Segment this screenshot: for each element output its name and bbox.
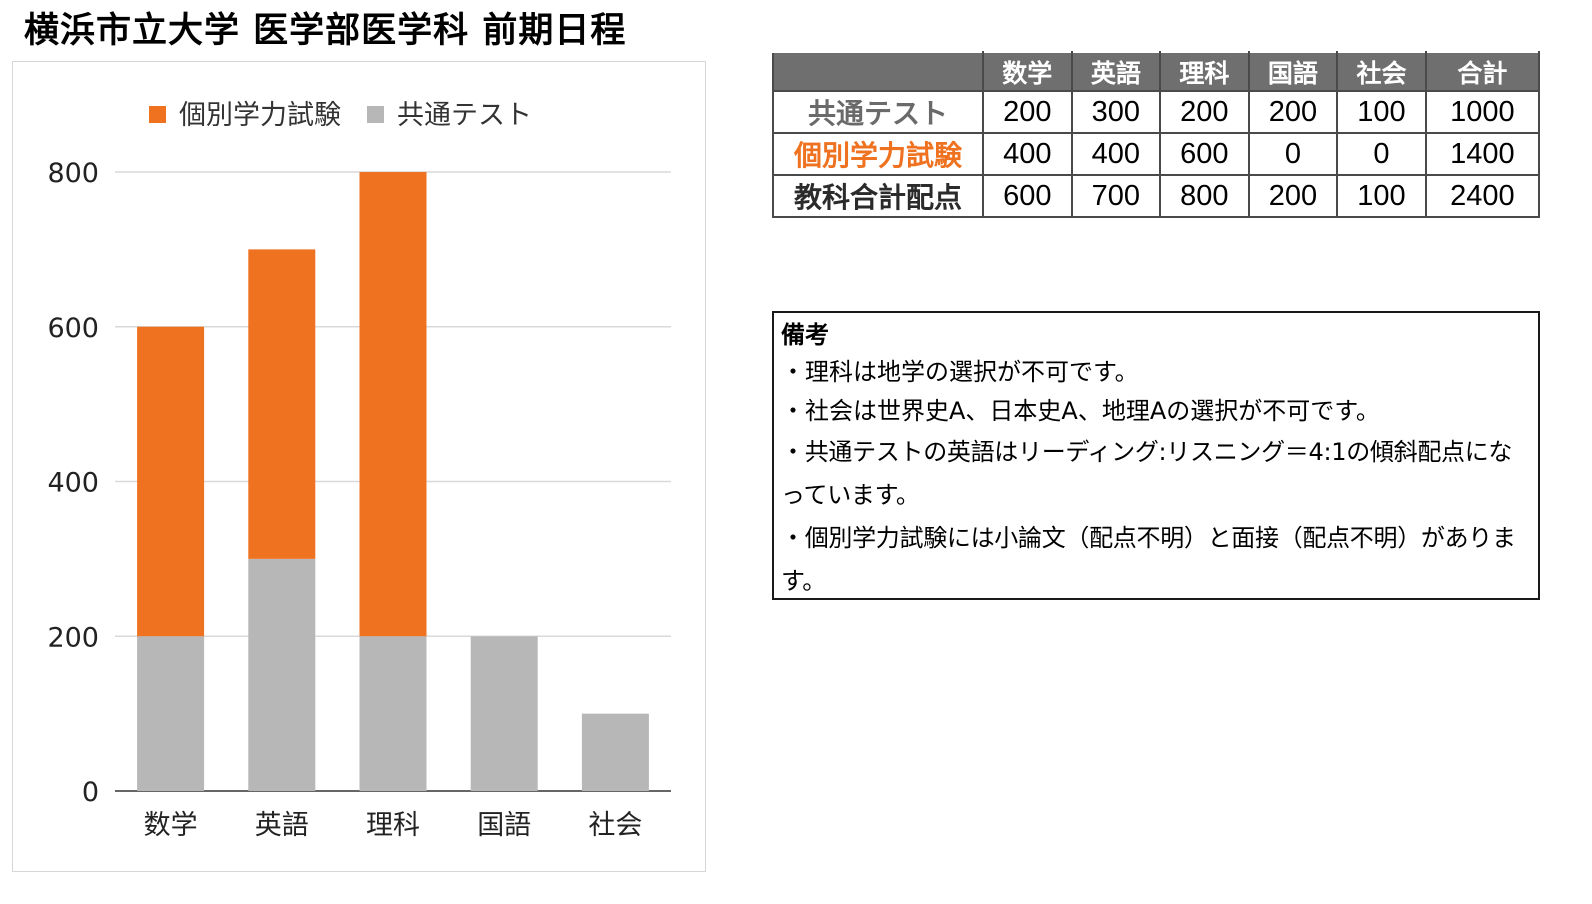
table-cell: 800 (1159, 174, 1250, 218)
table-cell: 200 (1247, 90, 1339, 134)
bar-segment-individual-exam (359, 172, 427, 637)
legend-label: 個別学力試験 (179, 100, 341, 131)
page-title: 横浜市立大学 医学部医学科 前期日程 (24, 11, 627, 51)
bar-segment-common-test (470, 636, 538, 791)
score-table: 数学 英語 理科 国語 社会 合計 共通テスト 200 300 200 200 … (772, 51, 1541, 218)
row-label-subject-total: 教科合計配点 (772, 174, 984, 218)
bar-segment-common-test (359, 636, 427, 791)
table-cell: 100 (1336, 90, 1427, 134)
table-header-total: 合計 (1424, 51, 1541, 92)
table-cell-total: 1400 (1424, 132, 1541, 176)
table-cell: 400 (1070, 132, 1162, 176)
table-cell: 200 (982, 90, 1073, 134)
y-tick-label: 600 (47, 313, 99, 344)
y-tick-label: 200 (47, 622, 99, 653)
table-header-corner (772, 51, 984, 92)
y-tick-label: 800 (47, 158, 99, 189)
bar-segment-individual-exam (248, 249, 316, 559)
notes-title: 備考 (781, 321, 829, 349)
table-cell: 0 (1247, 132, 1339, 176)
table-cell: 200 (1247, 174, 1339, 218)
row-label-individual-exam: 個別学力試験 (772, 132, 984, 176)
table-cell: 300 (1070, 90, 1162, 134)
table-header-math: 数学 (982, 51, 1073, 92)
note-line: ・共通テストの英語はリーディング:リスニング＝4:1の傾斜配点になっています。 (781, 438, 1513, 509)
legend-swatch (149, 106, 166, 123)
table-header-row: 数学 英語 理科 国語 社会 合計 (772, 51, 1541, 92)
x-tick-label: 英語 (255, 810, 309, 841)
table-header-english: 英語 (1070, 51, 1162, 92)
bar-segment-common-test (248, 558, 316, 791)
legend-label: 共通テスト (397, 100, 532, 131)
legend-swatch (367, 106, 384, 123)
table-cell: 0 (1336, 132, 1427, 176)
note-line: ・個別学力試験には小論文（配点不明）と面接（配点不明）があります。 (781, 524, 1516, 595)
row-label-common-test: 共通テスト (772, 90, 984, 134)
table-cell: 600 (982, 174, 1073, 218)
y-tick-label: 0 (82, 777, 99, 808)
bar-segment-individual-exam (137, 326, 205, 637)
table-row-subject-total: 教科合計配点 600 700 800 200 100 2400 (772, 174, 1541, 218)
x-tick-label: 社会 (588, 810, 642, 841)
chart-canvas: 0 200 400 600 800 数学 英語 理科 国語 社会 個別学力試験 共通テスト (47, 100, 671, 841)
table-header-science: 理科 (1159, 51, 1250, 92)
x-tick-label: 国語 (477, 810, 531, 841)
table-header-japanese: 国語 (1247, 51, 1339, 92)
table-row-common-test: 共通テスト 200 300 200 200 100 1000 (772, 90, 1541, 134)
bar-segment-common-test (581, 713, 649, 791)
table-row-individual-exam: 個別学力試験 400 400 600 0 0 1400 (772, 132, 1541, 176)
y-tick-label: 400 (47, 468, 99, 499)
table-header-social: 社会 (1336, 51, 1427, 92)
notes-box: 備考 ・理科は地学の選択が不可です。 ・社会は世界史A、日本史A、地理Aの選択が… (772, 311, 1540, 600)
table-cell-total: 2400 (1424, 174, 1541, 218)
bar-segment-common-test (137, 636, 205, 791)
x-tick-label: 数学 (144, 810, 198, 841)
x-tick-label: 理科 (366, 810, 420, 841)
table-cell: 700 (1070, 174, 1162, 218)
table-cell: 200 (1159, 90, 1250, 134)
table-cell: 600 (1159, 132, 1250, 176)
note-line: ・社会は世界史A、日本史A、地理Aの選択が不可です。 (781, 397, 1380, 425)
table-cell: 400 (982, 132, 1073, 176)
table-cell-total: 1000 (1424, 90, 1541, 134)
stacked-bar-chart: 0 200 400 600 800 数学 英語 理科 国語 社会 個別学力試験 共通テスト (12, 61, 706, 872)
table-cell: 100 (1336, 174, 1427, 218)
note-line: ・理科は地学の選択が不可です。 (781, 358, 1139, 386)
